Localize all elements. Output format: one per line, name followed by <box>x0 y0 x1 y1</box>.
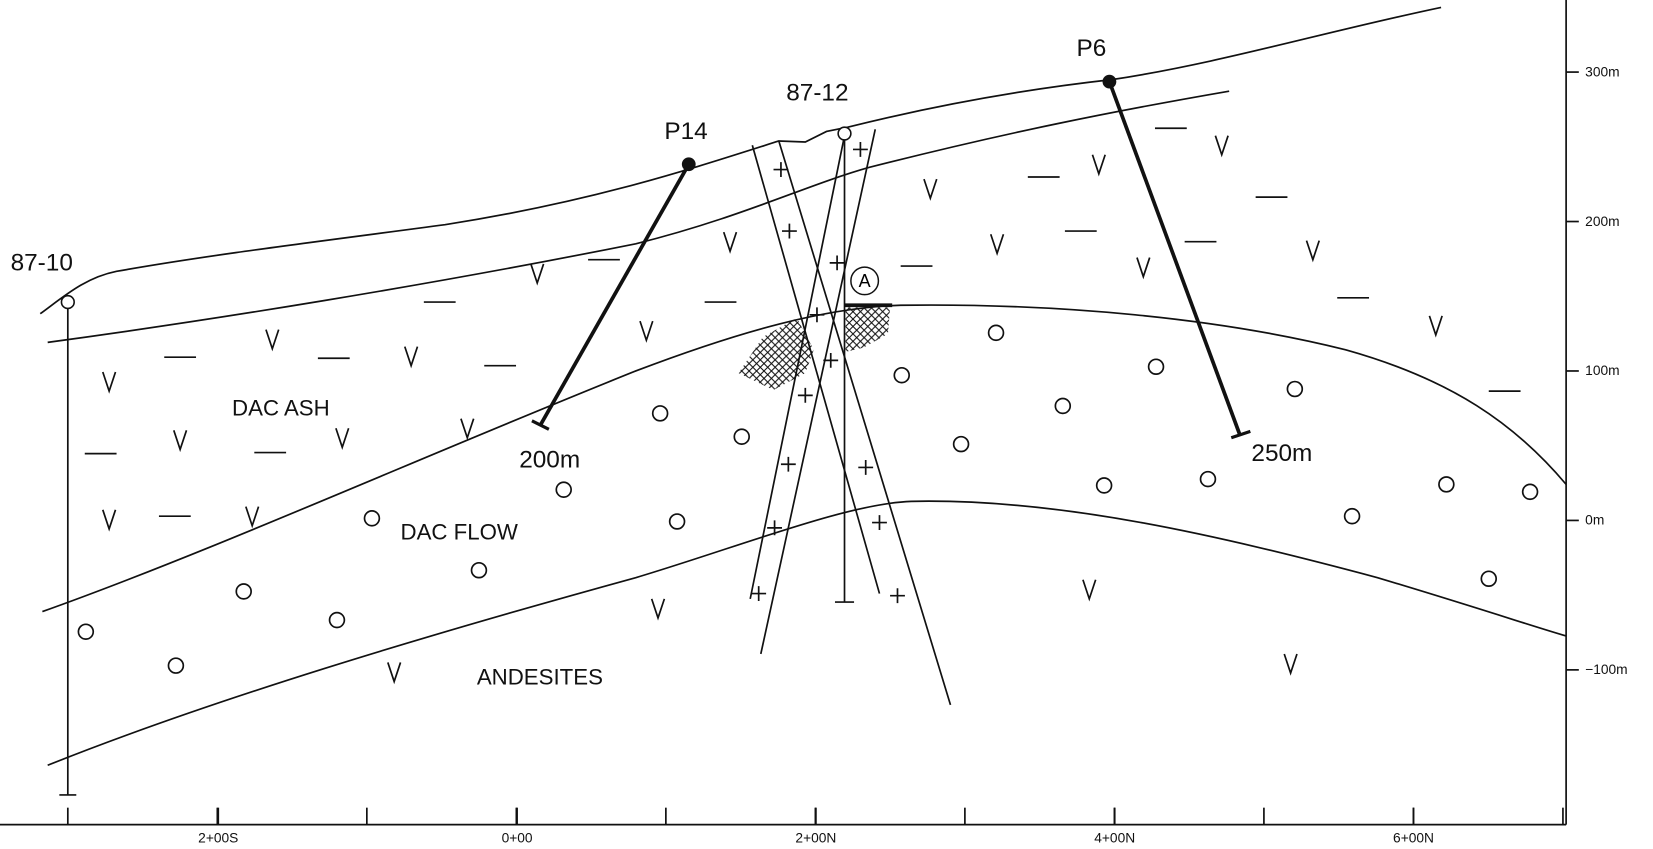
plus-symbol <box>853 142 868 157</box>
topography <box>40 7 1441 313</box>
v-symbol <box>266 330 279 349</box>
hole-depth: 250m <box>1251 440 1312 467</box>
elevation-label: 200m <box>1585 214 1619 229</box>
v-symbol <box>103 372 116 391</box>
circle-symbol <box>236 584 251 599</box>
circle-symbol <box>1097 478 1112 493</box>
section-label: 4+00N <box>1094 831 1135 846</box>
v-symbol <box>103 510 116 529</box>
circle-symbol <box>1149 359 1164 374</box>
hole-collar <box>61 296 74 309</box>
circle-symbol <box>1201 472 1216 487</box>
section-label: 0+00 <box>502 831 533 846</box>
circle-symbol <box>1345 509 1360 524</box>
plus-symbol <box>767 520 782 535</box>
circle-symbol <box>168 658 183 673</box>
hole-trace <box>1109 82 1239 435</box>
v-symbol <box>991 234 1004 253</box>
v-symbol <box>461 419 474 438</box>
marker-label: A <box>859 271 871 291</box>
section-label: 6+00N <box>1393 831 1434 846</box>
circle-symbol <box>1055 399 1070 414</box>
plus-symbol <box>798 388 813 403</box>
flow-andesite-contact <box>48 501 1566 765</box>
section-label: 2+00S <box>198 831 238 846</box>
mineralized-zone <box>739 318 814 390</box>
v-symbol <box>246 507 259 526</box>
v-symbol <box>1215 136 1228 155</box>
hole-label: 87-10 <box>11 249 73 276</box>
v-symbol <box>405 347 418 366</box>
circle-symbol <box>556 482 571 497</box>
elevation-label: −100m <box>1585 662 1627 677</box>
plus-symbol <box>858 460 873 475</box>
v-symbol <box>640 321 653 340</box>
circle-symbol <box>78 624 93 639</box>
hole-collar <box>1103 75 1117 89</box>
hole-label: 87-12 <box>786 80 848 107</box>
plus-symbol <box>781 457 796 472</box>
v-symbol <box>174 430 187 449</box>
circle-symbol <box>365 511 380 526</box>
v-symbol <box>652 599 665 618</box>
plus-symbol <box>872 515 887 530</box>
hole-trace <box>540 164 688 425</box>
dike <box>750 129 875 654</box>
circle-symbol <box>954 437 969 452</box>
circle-symbol <box>989 325 1004 340</box>
circle-symbol <box>1481 571 1496 586</box>
v-symbol <box>1307 241 1320 260</box>
v-symbol <box>1429 316 1442 335</box>
unit-label: ANDESITES <box>477 665 603 690</box>
v-symbol <box>336 428 349 447</box>
v-symbol <box>1137 258 1150 277</box>
v-symbol <box>1092 155 1105 174</box>
plus-symbol <box>782 224 797 239</box>
unit-label: DAC FLOW <box>401 519 518 544</box>
plus-symbol <box>751 586 766 601</box>
circle-symbol <box>734 429 749 444</box>
elevation-label: 300m <box>1585 64 1619 79</box>
circle-symbol <box>1287 382 1302 397</box>
mineralized-zone <box>846 307 891 352</box>
circle-symbol <box>1439 477 1454 492</box>
elevation-label: 0m <box>1585 513 1604 528</box>
elevation-label: 100m <box>1585 363 1619 378</box>
hole-label: P6 <box>1077 35 1107 62</box>
plus-symbol <box>890 588 905 603</box>
hole-collar <box>838 127 851 140</box>
axes: 300m 200m 100m 0m −100m 2+00S 0+00 2+00N 4+00N 6+… <box>0 0 1628 846</box>
circle-symbol <box>670 514 685 529</box>
v-symbol <box>1083 580 1096 599</box>
overburden-base <box>48 91 1229 342</box>
geology-lines <box>40 7 1566 765</box>
hole-label: P14 <box>664 118 707 145</box>
unit-label: DAC ASH <box>232 395 330 420</box>
plus-symbol <box>810 307 825 322</box>
cross-section: 87-10 87-12 P14 200m P6 250m DAC ASH DAC… <box>0 0 1653 849</box>
v-symbol <box>924 179 937 198</box>
drill-holes: 87-10 87-12 P14 200m P6 250m <box>11 35 1313 795</box>
hole-depth: 200m <box>519 446 580 473</box>
circle-symbol <box>472 563 487 578</box>
circle-symbol <box>894 368 909 383</box>
circle-symbol <box>1523 484 1538 499</box>
v-symbol <box>531 264 544 283</box>
plus-symbol <box>830 255 845 270</box>
section-label: 2+00N <box>795 831 836 846</box>
v-symbol <box>1284 654 1297 673</box>
v-symbol <box>388 662 401 681</box>
v-symbol <box>724 232 737 251</box>
hole-collar <box>682 157 696 171</box>
dike <box>752 141 950 705</box>
circle-symbol <box>330 613 345 628</box>
circle-symbol <box>653 406 668 421</box>
